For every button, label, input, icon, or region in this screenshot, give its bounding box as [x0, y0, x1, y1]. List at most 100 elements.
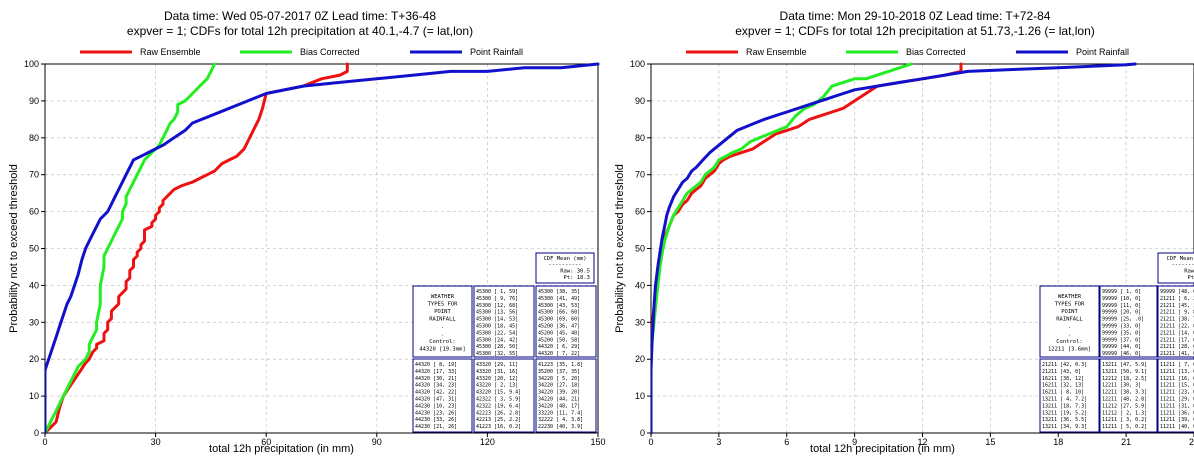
weather-types-line-6: Control:: [429, 339, 456, 345]
x-tick-label-2: 6: [784, 437, 789, 447]
wt-bottom-cell-0-9: 44230 [21, 26]: [415, 424, 457, 430]
wt-bottom-cell-2-6: 11211 [31, 0.5]: [1160, 403, 1194, 409]
legend-label-0: Raw Ensemble: [746, 47, 807, 57]
wt-top-cell-0-2: 99999 [11, 0]: [1102, 303, 1141, 309]
weather-types-line-3: RAINFALL: [1056, 317, 1083, 323]
cdf-mean-raw: Raw: 30.5: [560, 269, 590, 275]
wt-bottom-cell-1-9: 41223 [16, 0.2]: [476, 424, 521, 430]
y-tick-label-0: 0: [34, 428, 39, 438]
y-tick-label-3: 30: [29, 317, 39, 327]
y-tick-label-7: 70: [29, 170, 39, 180]
series-line-point-rainfall: [45, 62, 600, 435]
weather-types-line-7: 12211 [3.6mm]: [1048, 347, 1091, 353]
wt-bottom-column-box-2: [535, 358, 597, 433]
wt-top-cell-0-8: 45300 [28, 50]: [476, 344, 518, 350]
wt-top-cell-0-1: 99999 [10, 0]: [1102, 296, 1141, 302]
legend-label-1: Bias Corrected: [300, 47, 360, 57]
wt-bottom-cell-1-6: 42322 [19, 6.4]: [476, 403, 521, 409]
series-group: [651, 62, 1137, 435]
cdf-mean-box: [1157, 252, 1194, 284]
wt-top-cell-1-5: 45200 [36, 47]: [538, 324, 580, 330]
wt-bottom-cell-2-1: 11211 [13, 0.5]: [1160, 369, 1194, 375]
x-tick-label-1: 30: [151, 437, 161, 447]
chart-title: Data time: Wed 05-07-2017 0Z Lead time: …: [164, 9, 436, 23]
wt-top-cell-1-2: 21211 [45, 1.4]: [1160, 303, 1194, 309]
wt-bottom-cell-0-4: 44320 [42, 22]: [415, 390, 457, 396]
wt-bottom-cell-2-4: 11211 [23, 0.7]: [1160, 390, 1194, 396]
weather-types-line-6: Control:: [1056, 339, 1083, 345]
wt-bottom-cell-0-1: 44320 [17, 33]: [415, 369, 457, 375]
legend-label-2: Point Rainfall: [1076, 47, 1129, 57]
weather-types-line-3: RAINFALL: [429, 317, 456, 323]
wt-top-cell-1-8: 21211 [28, 0.3]: [1160, 344, 1194, 350]
wt-bottom-cell-2-4: 34220 [39, 20]: [538, 390, 580, 396]
wt-bottom-cell-0-5: 44320 [47, 31]: [415, 397, 457, 403]
wt-top-cell-0-9: 99999 [46, 0]: [1102, 351, 1141, 357]
weather-types-line-0: WEATHER: [431, 294, 455, 300]
wt-bottom-cell-2-8: 32222 [ 4, 3.8]: [538, 417, 583, 423]
y-tick-label-5: 50: [29, 244, 39, 254]
wt-bottom-cell-2-0: 41223 [35, 1.8]: [538, 362, 583, 368]
weather-types-box: [1039, 285, 1100, 358]
wt-top-cell-0-3: 45300 [13, 56]: [476, 310, 518, 316]
x-axis-label: total 12h precipitation (in mm): [209, 443, 354, 455]
weather-types-box: [412, 285, 473, 358]
wt-bottom-cell-2-2: 34220 [ 5, 20]: [538, 376, 580, 382]
wt-bottom-cell-0-5: 13211 [ 4, 7.2]: [1042, 397, 1087, 403]
wt-bottom-cell-1-7: 42223 [26, 2.8]: [476, 410, 521, 416]
x-tick-label-5: 15: [985, 437, 995, 447]
x-tick-label-0: 0: [648, 437, 653, 447]
wt-top-cell-1-4: 45300 [69, 60]: [538, 317, 580, 323]
chart-subtitle: expver = 1; CDFs for total 12h precipita…: [735, 24, 1095, 38]
x-tick-label-3: 9: [852, 437, 857, 447]
y-axis-label: Probability not to exceed threshold: [8, 164, 20, 333]
weather-types-line-1: TYPES FOR: [428, 302, 458, 308]
wt-top-cell-1-0: 45300 [38, 35]: [538, 289, 580, 295]
x-tick-label-0: 0: [42, 437, 47, 447]
wt-bottom-cell-0-8: 44230 [33, 26]: [415, 417, 457, 423]
chart-right-panel: Data time: Mon 29-10-2018 0Z Lead time: …: [614, 9, 1194, 455]
wt-top-cell-0-2: 45300 [12, 68]: [476, 303, 518, 309]
x-tick-label-7: 21: [1121, 437, 1131, 447]
wt-bottom-column-box-2: [1157, 358, 1194, 433]
y-tick-label-6: 60: [635, 207, 645, 217]
wt-bottom-cell-0-7: 44230 [23, 26]: [415, 410, 457, 416]
wt-bottom-cell-1-5: 12211 [48, 2.8]: [1102, 397, 1147, 403]
series-line-raw-ensemble: [45, 62, 349, 435]
y-tick-label-5: 50: [635, 244, 645, 254]
y-tick-label-7: 70: [635, 170, 645, 180]
wt-bottom-cell-1-6: 11212 [27, 5.9]: [1102, 403, 1147, 409]
y-tick-label-4: 40: [29, 280, 39, 290]
wt-top-cell-1-6: 21211 [14, 0.2]: [1160, 330, 1194, 336]
wt-top-column-box-1: [1157, 285, 1194, 358]
series-group: [45, 62, 600, 435]
chart-subtitle: expver = 1; CDFs for total 12h precipita…: [127, 24, 473, 38]
wt-top-cell-1-7: 21211 [17, 0.8]: [1160, 337, 1194, 343]
wt-bottom-cell-0-2: 44320 [30, 21]: [415, 376, 457, 382]
wt-bottom-cell-1-4: 43220 [15, 9.4]: [476, 390, 521, 396]
wt-top-cell-0-0: 99999 [ 1, 0]: [1102, 289, 1141, 295]
wt-bottom-column-box-0: [412, 358, 473, 433]
wt-top-cell-0-4: 99999 [25, .0]: [1102, 317, 1144, 323]
y-tick-label-0: 0: [640, 428, 645, 438]
wt-bottom-cell-1-3: 43220 [ 2, 13]: [476, 383, 518, 389]
wt-top-cell-0-4: 45300 [14, 53]: [476, 317, 518, 323]
x-tick-label-2: 60: [261, 437, 271, 447]
wt-bottom-cell-1-3: 12211 [30, 3]: [1102, 383, 1141, 389]
wt-bottom-cell-1-1: 43320 [31, 16]: [476, 369, 518, 375]
wt-bottom-cell-0-1: 21211 [43, 0]: [1042, 369, 1081, 375]
wt-bottom-cell-1-7: 11212 [ 2, 1.3]: [1102, 410, 1147, 416]
wt-top-cell-0-5: 99999 [33, 0]: [1102, 324, 1141, 330]
x-tick-label-4: 12: [917, 437, 927, 447]
weather-types-line-1: TYPES FOR: [1055, 302, 1085, 308]
weather-types-line-2: POINT: [434, 309, 451, 315]
y-tick-label-4: 40: [635, 280, 645, 290]
y-tick-label-10: 100: [24, 59, 39, 69]
wt-bottom-cell-1-2: 43320 [20, 12]: [476, 376, 518, 382]
wt-top-cell-0-1: 45300 [ 9, 76]: [476, 296, 518, 302]
wt-bottom-cell-2-3: 34220 [27, 18]: [538, 383, 580, 389]
wt-top-column-box-0: [1099, 285, 1158, 358]
wt-top-cell-1-5: 21211 [22, 0.3]: [1160, 324, 1194, 330]
wt-bottom-cell-1-0: 43320 [29, 11]: [476, 362, 518, 368]
weather-types-line-0: WEATHER: [1058, 294, 1082, 300]
